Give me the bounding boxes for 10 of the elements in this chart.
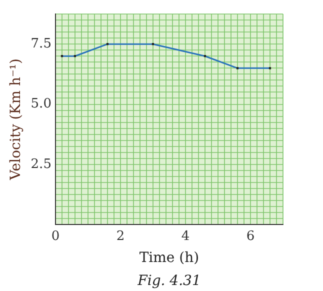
x-tick-label: 0 bbox=[51, 228, 60, 244]
y-tick-label: 5.0 bbox=[30, 96, 52, 112]
x-tick-label: 2 bbox=[116, 228, 125, 244]
y-tick-label: 2.5 bbox=[30, 156, 52, 172]
x-tick-label: 4 bbox=[181, 228, 190, 244]
x-tick-label: 6 bbox=[246, 228, 255, 244]
caption: Fig. 4.31 bbox=[136, 273, 201, 289]
y-tick-label: 7.5 bbox=[30, 36, 52, 52]
y-axis-title: Velocity (Km h⁻¹) bbox=[8, 58, 24, 182]
x-axis-title: Time (h) bbox=[139, 250, 200, 266]
